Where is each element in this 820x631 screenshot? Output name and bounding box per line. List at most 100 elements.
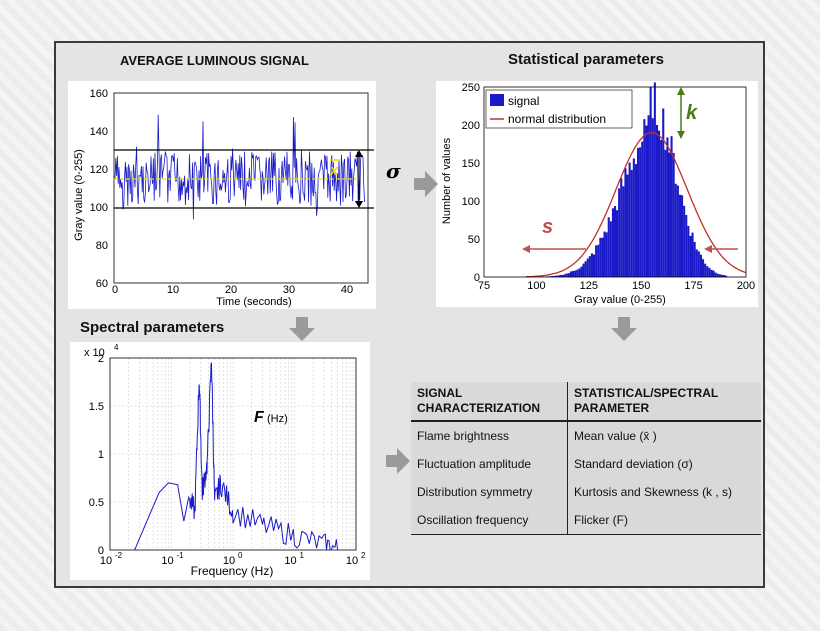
right-arrow-top (414, 171, 438, 197)
signal-xtick: 20 (225, 284, 237, 296)
spectrum-xtick: 10 (284, 555, 296, 567)
k-arrow-head-down (677, 131, 685, 139)
s-right-arrow-head (704, 245, 712, 253)
spectrum-ytick: 2 (98, 353, 104, 365)
down-arrow-right (611, 317, 637, 341)
parameter-table: SIGNAL CHARACTERIZATION STATISTICAL/SPEC… (411, 382, 761, 535)
histogram-bar (672, 153, 675, 277)
spectrum-exponent: x 10 (84, 347, 105, 359)
histogram-ytick: 150 (462, 158, 480, 170)
histogram-bar (588, 256, 591, 277)
signal-xtick: 10 (167, 284, 179, 296)
spectrum-panel: x 10 4 2 1.5 1 0.5 0 10 -2 10 -1 10 0 10 1 10 2 F (Hz… (70, 342, 370, 580)
histogram-axes (483, 86, 747, 278)
histogram-xlabel: Gray value (0-255) (574, 294, 666, 306)
spectrum-xtick-power: 0 (238, 551, 243, 560)
sigma-arrow-head-down (355, 201, 363, 208)
s-symbol: s (542, 216, 553, 238)
histogram-bar (574, 270, 577, 277)
right-arrow-bottom (386, 448, 410, 474)
spectrum-xtick: 10 (100, 555, 112, 567)
signal-ytick: 80 (96, 240, 108, 252)
histogram-bar (651, 118, 654, 277)
histogram-bar (687, 226, 690, 277)
luminous-title: AVERAGE LUMINOUS SIGNAL (120, 53, 309, 68)
signal-xtick: 40 (341, 284, 353, 296)
signal-xlabel: Time (seconds) (216, 296, 291, 308)
histogram-bar (634, 164, 637, 277)
table-row: Oscillation frequency Flicker (F) (411, 506, 761, 535)
signal-axes (113, 92, 369, 284)
histogram-bar (628, 162, 631, 277)
histogram-ytick: 100 (462, 196, 480, 208)
legend-normal-label: normal distribution (508, 112, 606, 126)
histogram-bar (676, 185, 679, 277)
histogram-bar (716, 273, 719, 277)
histogram-bar (653, 82, 656, 278)
signal-ytick: 160 (90, 88, 108, 100)
table-row: Fluctuation amplitude Standard deviation… (411, 450, 761, 478)
histogram-bar (616, 210, 619, 277)
histogram-bar (697, 251, 700, 277)
down-arrow-left (289, 317, 315, 341)
spectrum-xtick: 10 (223, 555, 235, 567)
table-cell: Kurtosis and Skewness (k , s) (567, 478, 761, 506)
histogram-ytick: 0 (474, 272, 480, 284)
histogram-bar (614, 206, 617, 277)
histogram-bar (597, 244, 600, 277)
histogram-bar (641, 141, 644, 277)
histogram-bar (620, 178, 623, 277)
histogram-bar (637, 147, 640, 277)
histogram-bar (576, 269, 579, 277)
table-cell: Standard deviation (σ) (567, 450, 761, 478)
spectrum-axes (109, 357, 357, 551)
histogram-bar (674, 183, 677, 277)
statistical-title: Statistical parameters (508, 51, 664, 68)
histogram-bar (647, 115, 650, 277)
s-left-arrow-head (522, 245, 530, 253)
histogram-xtick: 175 (684, 280, 702, 292)
signal-ylabel: Gray value (0-255) (73, 149, 85, 241)
histogram-bar (655, 125, 658, 277)
histogram-bar (584, 261, 587, 277)
histogram-bar (551, 276, 554, 277)
histogram-bar (649, 87, 652, 277)
histogram-bar (664, 149, 667, 277)
histogram-bar (681, 195, 684, 277)
table-row: Flame brightness Mean value (x̄ ) (411, 421, 761, 450)
table-cell: Mean value (x̄ ) (567, 421, 761, 450)
histogram-bar (720, 274, 723, 277)
table-header-parameter: STATISTICAL/SPECTRAL PARAMETER (567, 382, 761, 422)
histogram-bar (685, 215, 688, 277)
histogram-bar (569, 271, 572, 277)
histogram-bar (553, 275, 556, 277)
histogram-bar (666, 137, 669, 277)
spectrum-ytick: 1.5 (89, 401, 104, 413)
histogram-bar (622, 186, 625, 277)
spectrum-ytick: 1 (98, 449, 104, 461)
histogram-bar (639, 147, 642, 277)
spectrum-chart: x 10 4 21.510.50 10 -2 10 -1 10 0 10 1 10 2 F (Hz… (84, 343, 366, 578)
spectrum-xtick-power: 1 (300, 551, 305, 560)
mean-symbol: x (329, 162, 339, 179)
sigma-symbol: σ (386, 159, 401, 183)
signal-xtick: 0 (112, 284, 118, 296)
histogram-bar (599, 237, 602, 277)
histogram-bar (609, 221, 612, 277)
signal-chart: Gray value (0-255) Time (seconds) 160 140… (73, 88, 374, 308)
histogram-bar (559, 274, 562, 277)
histogram-xtick: 100 (527, 280, 545, 292)
histogram-bar (586, 258, 589, 277)
histogram-bar (624, 168, 627, 277)
table-row: Distribution symmetry Kurtosis and Skewn… (411, 478, 761, 506)
histogram-bar (561, 275, 564, 277)
histogram-bar (603, 231, 606, 277)
histogram-bar (590, 253, 593, 277)
spectrum-xtick-power: 2 (361, 551, 366, 560)
spectrum-ytick: 0.5 (89, 497, 104, 509)
histogram-xtick: 150 (632, 280, 650, 292)
histogram-bar (689, 235, 692, 277)
k-arrow-head-up (677, 87, 685, 95)
sigma-arrow-head-up (355, 150, 363, 157)
histogram-bar (662, 108, 665, 277)
